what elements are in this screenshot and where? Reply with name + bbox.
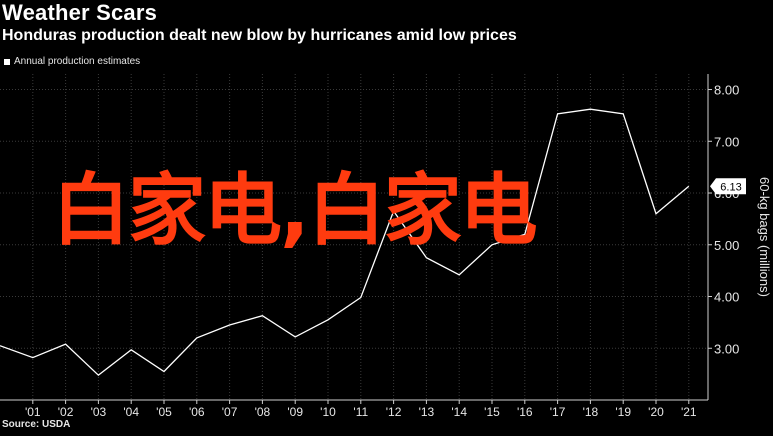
- x-tick-label: '11: [353, 405, 368, 419]
- x-tick-label: '02: [58, 405, 74, 419]
- x-tick-label: '07: [222, 405, 238, 419]
- last-value-label: 6.13: [720, 181, 741, 193]
- x-tick-label: '15: [484, 405, 500, 419]
- x-tick-label: '01: [25, 405, 41, 419]
- x-tick-label: '05: [156, 405, 172, 419]
- legend-swatch: [4, 58, 10, 65]
- chart-subtitle: Honduras production dealt new blow by hu…: [2, 27, 517, 44]
- x-tick-label: '17: [550, 405, 566, 419]
- legend-label: Annual production estimates: [14, 56, 141, 67]
- legend: Annual production estimates: [4, 56, 140, 67]
- source-note: Source: USDA: [2, 419, 71, 430]
- x-tick-label: '13: [419, 405, 435, 419]
- x-tick-label: '14: [451, 405, 467, 419]
- last-value-callout: [710, 178, 746, 195]
- x-tick-label: '10: [320, 405, 336, 419]
- chart-title: Weather Scars: [2, 0, 158, 25]
- watermark-overlay-text: 白家电,白家电: [52, 166, 538, 256]
- y-tick-label: 3.00: [714, 341, 739, 356]
- x-tick-label: '06: [189, 405, 205, 419]
- x-tick-label: '04: [123, 405, 139, 419]
- x-tick-label: '21: [681, 405, 697, 419]
- x-tick-label: '18: [583, 405, 599, 419]
- y-tick-label: 7.00: [714, 134, 739, 149]
- x-tick-label: '08: [255, 405, 271, 419]
- y-tick-label: 5.00: [714, 238, 739, 253]
- series-line: [0, 108, 690, 377]
- x-tick-label: '03: [91, 405, 107, 419]
- y-axis-label: 60-kg bags (millions): [757, 177, 772, 297]
- y-tick-label: 8.00: [714, 83, 739, 98]
- x-tick-label: '09: [287, 405, 303, 419]
- x-tick-label: '20: [648, 405, 664, 419]
- x-tick-label: '16: [517, 405, 533, 419]
- y-tick-label: 4.00: [714, 290, 739, 305]
- x-tick-label: '19: [615, 405, 631, 419]
- x-tick-label: '12: [386, 405, 402, 419]
